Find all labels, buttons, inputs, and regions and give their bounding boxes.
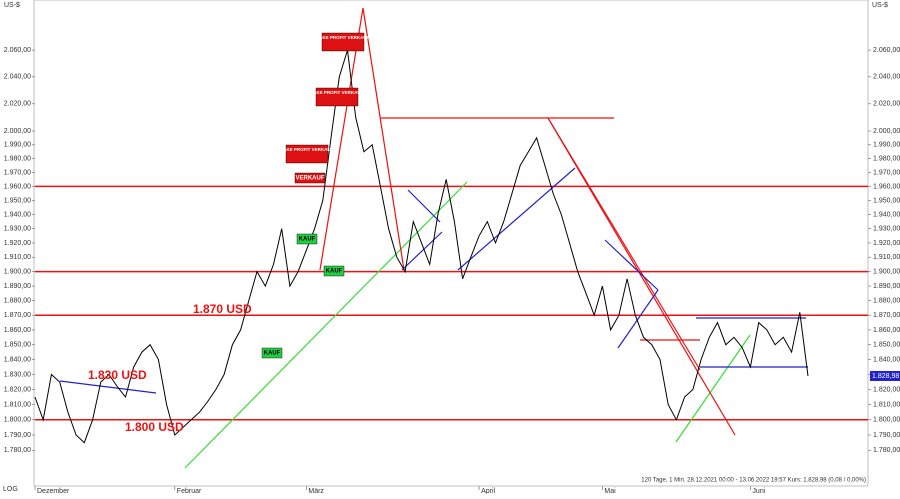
trendline	[184, 181, 468, 469]
trendline	[617, 289, 659, 349]
x-tick-label: Februar	[177, 488, 202, 494]
y-tick-label: 1.960,00	[4, 183, 31, 190]
y-tick-label: 1.790,00	[4, 432, 31, 439]
y-tick-label: 1.840,00	[4, 356, 31, 363]
y-tick-label-right: 1.890,00	[873, 283, 900, 290]
x-tick-label: April	[481, 488, 495, 494]
trendline	[547, 117, 736, 436]
y-tick-label: 1.850,00	[4, 342, 31, 349]
trendline	[675, 334, 751, 443]
signal-label: KAUF	[299, 237, 316, 243]
trendline	[319, 7, 364, 271]
scale-label: LOG	[3, 486, 18, 493]
level-label: 1.870 USD	[193, 302, 252, 316]
y-tick-label: 1.940,00	[4, 211, 31, 218]
signal-label: KAUF	[264, 351, 281, 357]
signal-box	[321, 32, 365, 52]
y-tick-label-right: 1.950,00	[873, 197, 900, 204]
level-label: 1.830 USD	[88, 368, 147, 382]
signal-label: TAKE PROFIT VERKAUF	[281, 147, 334, 152]
y-tick-label-right: 1.960,00	[873, 183, 900, 190]
signal-box	[285, 144, 329, 164]
y-tick-label-right: 1.930,00	[873, 226, 900, 233]
y-tick-label-right: 1.810,00	[873, 401, 900, 408]
trendline	[59, 380, 157, 394]
y-tick-label: 1.920,00	[4, 240, 31, 247]
y-tick-label-right: 2.040,00	[873, 74, 900, 81]
x-tick-label: Mai	[604, 488, 616, 494]
price-line	[34, 49, 809, 444]
trendline	[362, 7, 405, 271]
y-tick-label-right: 1.880,00	[873, 297, 900, 304]
y-tick-label: 1.970,00	[4, 169, 31, 176]
signal-box	[294, 172, 326, 184]
y-tick-label: 1.910,00	[4, 254, 31, 261]
y-tick-label-right: 1.800,00	[873, 417, 900, 424]
y-tick-label: 1.880,00	[4, 297, 31, 304]
x-tick-label: März	[308, 488, 324, 494]
y-tick-label-right: 2.060,00	[873, 47, 900, 54]
y-tick-label: 2.000,00	[4, 128, 31, 135]
unit-left: US-$	[4, 2, 20, 9]
y-tick-label-right: 2.000,00	[873, 128, 900, 135]
y-tick-label: 1.950,00	[4, 197, 31, 204]
y-tick-label-right: 1.900,00	[873, 268, 900, 275]
plot-frame	[33, 0, 869, 487]
y-tick-label-right: 1.980,00	[873, 155, 900, 162]
last-price-label: 1.828,98	[872, 373, 899, 380]
y-tick-label-right: 1.850,00	[873, 342, 900, 349]
x-tick-label: Juni	[752, 488, 765, 494]
signal-box	[323, 265, 345, 277]
trendline	[547, 117, 701, 371]
y-tick-label-right: 1.920,00	[873, 240, 900, 247]
unit-right: US-$	[872, 2, 888, 9]
trendline	[457, 167, 576, 271]
y-tick-label-right: 1.860,00	[873, 327, 900, 334]
y-tick-label-right: 2.020,00	[873, 101, 900, 108]
y-tick-label-right: 1.790,00	[873, 432, 900, 439]
y-tick-label: 2.040,00	[4, 74, 31, 81]
signal-label: TAKE PROFIT VERKAUF	[311, 90, 364, 95]
y-tick-label-right: 1.940,00	[873, 211, 900, 218]
y-tick-label: 1.990,00	[4, 142, 31, 149]
y-tick-label: 1.930,00	[4, 226, 31, 233]
y-tick-label: 2.020,00	[4, 101, 31, 108]
y-tick-label: 1.870,00	[4, 312, 31, 319]
signal-box	[296, 233, 318, 245]
footer: 120 Tage, 1 Min. 28.12.2021 00:00 - 13.0…	[641, 478, 866, 484]
y-tick-label: 1.860,00	[4, 327, 31, 334]
x-tick-label: Dezember	[37, 488, 70, 494]
trendline	[401, 231, 443, 271]
y-tick-label-right: 1.820,00	[873, 386, 900, 393]
y-tick-label: 1.890,00	[4, 283, 31, 290]
y-tick-label-right: 1.780,00	[873, 447, 900, 454]
y-tick-label: 1.800,00	[4, 417, 31, 424]
trendline	[407, 189, 441, 223]
y-tick-label: 1.980,00	[4, 155, 31, 162]
y-tick-label-right: 1.970,00	[873, 169, 900, 176]
y-tick-label-right: 1.990,00	[873, 142, 900, 149]
y-tick-label: 1.810,00	[4, 401, 31, 408]
y-tick-label: 1.900,00	[4, 268, 31, 275]
last-price-box	[870, 370, 900, 381]
y-tick-label-right: 1.840,00	[873, 356, 900, 363]
level-label: 1.800 USD	[125, 420, 184, 434]
signal-label: TAKE PROFIT VERKAUF	[317, 35, 370, 40]
y-tick-label: 2.060,00	[4, 47, 31, 54]
y-tick-label: 1.820,00	[4, 386, 31, 393]
y-tick-label-right: 1.870,00	[873, 312, 900, 319]
y-tick-label: 1.830,00	[4, 371, 31, 378]
y-tick-label-right: 1.910,00	[873, 254, 900, 261]
signal-label: KAUF	[326, 269, 343, 275]
signal-box	[315, 87, 359, 107]
signal-label: VERKAUF	[295, 176, 324, 182]
y-tick-label: 1.780,00	[4, 447, 31, 454]
signal-box	[261, 347, 283, 359]
trendline	[604, 239, 659, 291]
